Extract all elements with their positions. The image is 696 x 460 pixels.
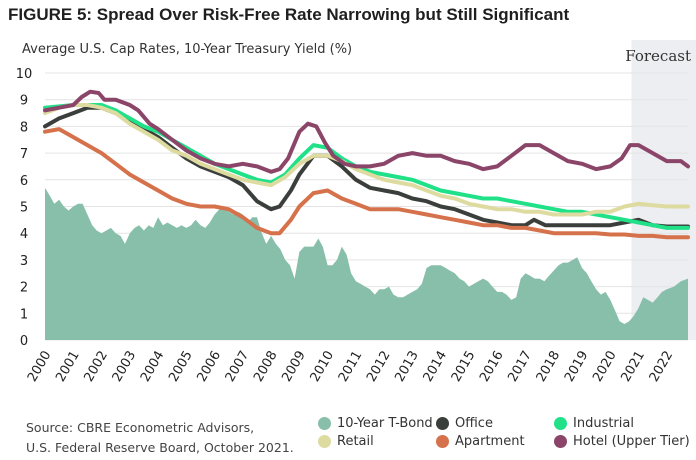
y-tick-label: 5 [20,201,28,216]
y-tick-label: 0 [20,334,28,349]
x-tick-label: 2016 [477,349,507,385]
x-tick-label: 2015 [449,349,479,385]
chart: 0 1 2 3 4 5 6 7 8 9 10 2000200120022003200420052006… [16,40,696,385]
series-line-office [43,105,690,229]
x-tick-label: 2012 [364,349,394,385]
x-tick-label: 2001 [53,349,83,385]
x-tick-label: 2010 [308,349,338,385]
forecast-label: Forecast [625,47,691,65]
x-tick-label: 2020 [590,349,620,385]
x-tick-label: 2005 [166,349,196,385]
x-tick-label: 2007 [223,349,253,385]
series-line-hotel-upper-tier [43,89,690,174]
legend-label: Hotel (Upper Tier) [573,434,690,449]
series-area-10-year-t-bond [45,187,688,340]
legend-item: Industrial [554,416,694,431]
source-line-1: Source: CBRE Econometric Advisors, [26,420,255,435]
legend: 10-Year T-Bond Office Industrial Retail Apar… [318,416,696,449]
x-tick-label: 2009 [279,349,309,385]
y-tick-label: 3 [20,254,28,269]
legend-label: Retail [337,434,374,449]
legend-label: Apartment [455,434,525,449]
chart-title: FIGURE 5: Spread Over Risk-Free Rate Nar… [8,5,570,24]
source-note: Source: CBRE Econometric Advisors, U.S. … [26,418,294,458]
series-line-industrial [43,103,690,230]
legend-label: Office [455,416,493,431]
legend-item: Apartment [436,434,554,449]
legend-item: Retail [318,434,436,449]
area-series [45,187,688,340]
y-tick-label: 4 [20,227,28,242]
line-series [43,89,690,240]
y-tick-label: 2 [20,281,28,296]
legend-swatch [554,417,567,430]
legend-swatch [318,435,331,448]
legend-label: 10-Year T-Bond [337,416,433,431]
legend-item: 10-Year T-Bond [318,416,436,431]
legend-swatch [436,435,449,448]
x-tick-label: 2021 [618,349,648,385]
x-tick-label: 2003 [110,349,140,385]
y-tick-label: 10 [16,67,33,82]
legend-swatch [318,417,331,430]
y-tick-label: 9 [20,94,28,109]
y-tick-label: 7 [20,147,28,162]
legend-item: Office [436,416,554,431]
x-tick-label: 2004 [138,349,168,385]
y-tick-label: 8 [20,120,28,135]
x-tick-label: 2002 [81,349,111,385]
legend-swatch [436,417,449,430]
x-tick-label: 2006 [195,349,225,385]
x-tick-label: 2014 [421,349,451,385]
x-tick-label: 2011 [336,349,366,385]
chart-subtitle: Average U.S. Cap Rates, 10-Year Treasury… [22,42,352,57]
x-tick-label: 2022 [647,349,677,385]
legend-swatch [554,435,567,448]
x-tick-label: 2018 [534,349,564,385]
legend-label: Industrial [573,416,634,431]
source-line-2: U.S. Federal Reserve Board, October 2021… [26,440,294,455]
x-tick-label: 2000 [25,349,55,385]
y-tick-label: 6 [20,174,28,189]
x-tick-label: 2019 [562,349,592,385]
series-line-apartment [43,127,690,240]
series-line-retail [43,103,690,217]
x-tick-label: 2017 [505,349,535,385]
legend-item: Hotel (Upper Tier) [554,434,694,449]
x-tick-label: 2008 [251,349,281,385]
y-tick-label: 1 [20,307,28,322]
x-tick-label: 2013 [392,349,422,385]
